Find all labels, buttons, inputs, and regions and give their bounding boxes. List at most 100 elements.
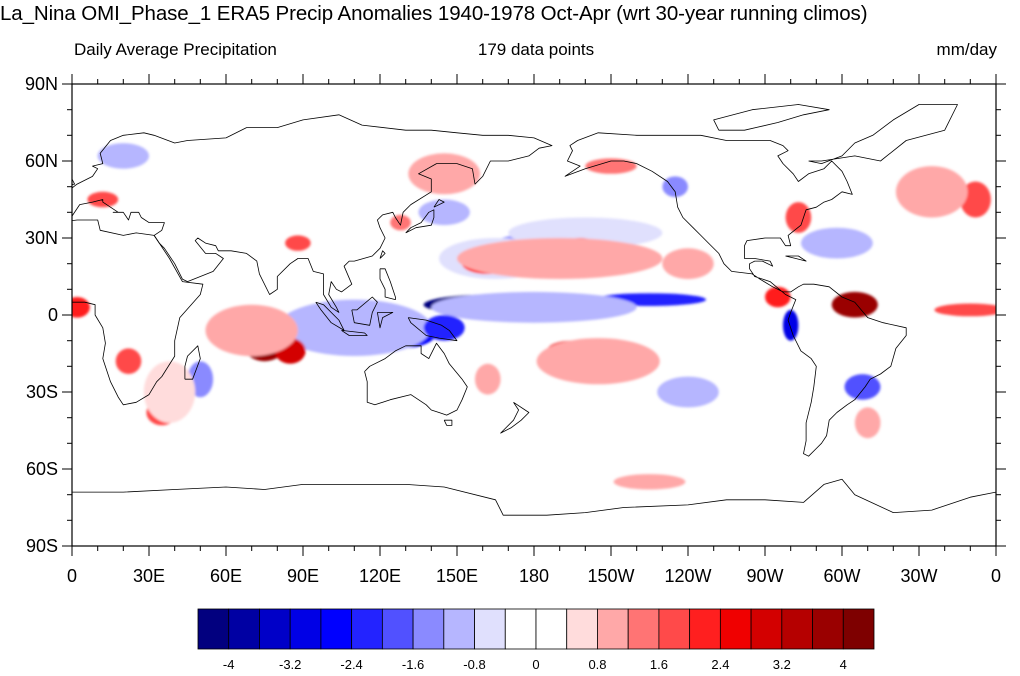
lon-tick-label: 90W <box>746 566 783 586</box>
coastline-3 <box>72 178 75 185</box>
lat-tick-label: 30N <box>25 228 58 248</box>
anomaly-patch-34 <box>115 348 142 375</box>
units-subtitle: mm/day <box>936 40 997 59</box>
coastline-5 <box>10 146 36 151</box>
colorbar-label: 3.2 <box>773 657 791 672</box>
anomaly-patch-41 <box>785 202 812 233</box>
anomaly-patch-40 <box>895 166 968 218</box>
axis-ticks <box>62 74 1006 556</box>
lat-tick-label: 60S <box>26 459 58 479</box>
lon-tick-label: 120W <box>664 566 711 586</box>
coastline-6 <box>405 209 435 234</box>
lat-tick-label: 90N <box>25 74 58 94</box>
lon-tick-label: 60W <box>823 566 860 586</box>
lon-tick-label: 90E <box>287 566 319 586</box>
colorbar-swatch <box>351 608 383 650</box>
coastline-19 <box>808 104 958 164</box>
colorbar-label: -0.8 <box>463 657 485 672</box>
lon-tick-label: 120E <box>359 566 401 586</box>
anomaly-patch-44 <box>613 474 686 490</box>
lat-tick-label: 90S <box>26 536 58 556</box>
anomaly-patch-24 <box>536 338 660 385</box>
colorbar-swatch <box>658 608 691 650</box>
anomaly-patch-28 <box>457 238 663 279</box>
coastline-1 <box>184 345 201 380</box>
variable-subtitle: Daily Average Precipitation <box>74 40 277 59</box>
colorbar-label: 2.4 <box>711 657 729 672</box>
coastline-12 <box>351 296 378 326</box>
coastline-22 <box>72 478 996 516</box>
lat-tick-label: 0 <box>48 305 58 325</box>
colorbar-swatch <box>627 608 660 650</box>
colorbar-swatch <box>289 608 322 650</box>
anomaly-patch-6 <box>277 299 432 356</box>
anomaly-patch-7 <box>423 315 465 341</box>
lon-tick-label: 60E <box>210 566 242 586</box>
lon-tick-label: 30W <box>900 566 937 586</box>
anomaly-layer <box>72 143 996 490</box>
lon-tick-label: 0 <box>67 566 77 586</box>
lat-tick-label: 60N <box>25 151 58 171</box>
coastline-11 <box>341 330 368 336</box>
colorbar-label: -1.6 <box>402 657 424 672</box>
anomaly-patch-21 <box>205 304 298 357</box>
lat-tick-label: 30S <box>26 382 58 402</box>
coastline-17 <box>500 401 530 434</box>
lon-tick-label: 180 <box>519 566 549 586</box>
lon-tick-label: 30E <box>133 566 165 586</box>
anomaly-patch-15 <box>801 227 873 259</box>
anomaly-patch-38 <box>408 153 481 195</box>
colorbar-swatch <box>566 608 598 650</box>
coastline-14 <box>407 317 458 342</box>
colorbar-swatch <box>842 608 875 650</box>
colorbar: -4 -3.2 -2.4 -1.6 -0.8 0 0.8 1.6 2.4 3.2 4 <box>197 608 875 672</box>
anomaly-patch-17 <box>97 143 149 169</box>
colorbar-label: 0.8 <box>588 657 606 672</box>
anomaly-patch-11 <box>844 374 881 400</box>
colorbar-swatch <box>750 608 783 650</box>
colorbar-swatch <box>381 608 414 650</box>
coastline-21 <box>785 255 807 262</box>
lon-tick-label: 150E <box>436 566 478 586</box>
coastline-4 <box>46 174 56 182</box>
anomaly-patch-35 <box>143 361 196 423</box>
map-title: La_Nina OMI_Phase_1 ERA5 Precip Anomalie… <box>0 2 868 25</box>
anomaly-patch-30 <box>765 286 791 308</box>
coastline-16 <box>443 419 453 426</box>
colorbar-swatch <box>719 608 752 650</box>
anomaly-patch-42 <box>854 407 881 439</box>
colorbar-label: -3.2 <box>279 657 301 672</box>
colorbar-label: -2.4 <box>340 657 362 672</box>
coastline-15 <box>364 342 468 416</box>
anomaly-patch-10 <box>783 309 799 341</box>
anomaly-patch-39 <box>960 181 991 218</box>
anomaly-patch-47 <box>475 363 501 395</box>
anomaly-patch-16 <box>418 199 470 226</box>
lon-tick-label: 150W <box>587 566 634 586</box>
coastline-8 <box>379 250 386 259</box>
colorbar-swatch <box>197 608 230 650</box>
anomaly-patch-31 <box>934 303 996 317</box>
axis-labels: 0 30E 60E 90E 120E 150E 180 150W 120W 90W 60W 30W 09… <box>25 74 1001 586</box>
coastline-0 <box>72 219 204 406</box>
colorbar-swatch <box>812 608 844 650</box>
coastline-20 <box>713 104 830 131</box>
coastline-18 <box>564 132 907 457</box>
colorbar-label: 4 <box>840 657 847 672</box>
anomaly-patch-37 <box>585 158 637 174</box>
lon-tick-label: 0 <box>991 566 1001 586</box>
coastline-2 <box>72 114 553 313</box>
colorbar-swatch <box>474 608 506 650</box>
sample-count-subtitle: 179 data points <box>477 40 595 59</box>
anomaly-patch-29 <box>831 291 878 318</box>
coastline-9 <box>379 268 396 300</box>
colorbar-swatch <box>504 608 537 650</box>
colorbar-swatch <box>781 608 813 650</box>
anomaly-patch-14 <box>657 376 719 408</box>
coastline-layer <box>10 104 996 516</box>
colorbar-swatch <box>259 608 291 650</box>
colorbar-label: 0 <box>532 657 539 672</box>
coastline-13 <box>377 312 394 329</box>
colorbar-label: 1.6 <box>650 657 668 672</box>
